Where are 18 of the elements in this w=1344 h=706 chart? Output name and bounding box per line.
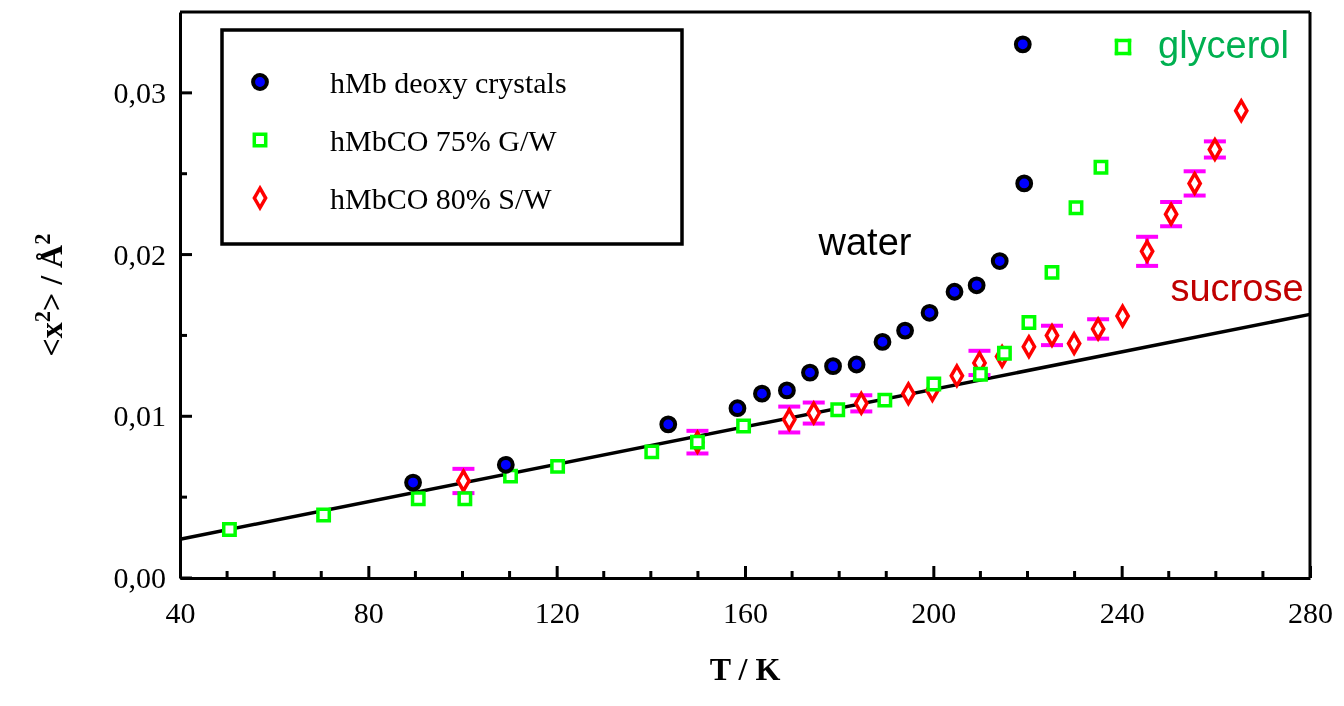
x-tick-label: 280 [1288, 596, 1333, 630]
y-tick-label: 0,00 [113, 561, 166, 595]
annotation: sucrose [1170, 267, 1304, 310]
x-tick-label: 80 [353, 596, 384, 630]
y-tick-label: 0,03 [113, 75, 166, 109]
x-tick-label: 240 [1099, 596, 1145, 630]
x-axis-title: T / K [709, 651, 781, 687]
y-tick-label: 0,02 [113, 237, 166, 271]
annotation: glycerol [1158, 24, 1289, 67]
x-tick-label: 120 [534, 596, 580, 630]
x-tick-label: 200 [911, 596, 957, 630]
annotation: water [817, 221, 912, 264]
legend-label: hMbCO 75% G/W [330, 123, 558, 157]
x-tick-label: 160 [723, 596, 768, 630]
x-tick-label: 40 [165, 596, 196, 630]
legend-label: hMbCO 80% S/W [330, 181, 553, 215]
y-tick-label: 0,01 [113, 399, 166, 433]
legend-label: hMb deoxy crystals [330, 65, 567, 99]
